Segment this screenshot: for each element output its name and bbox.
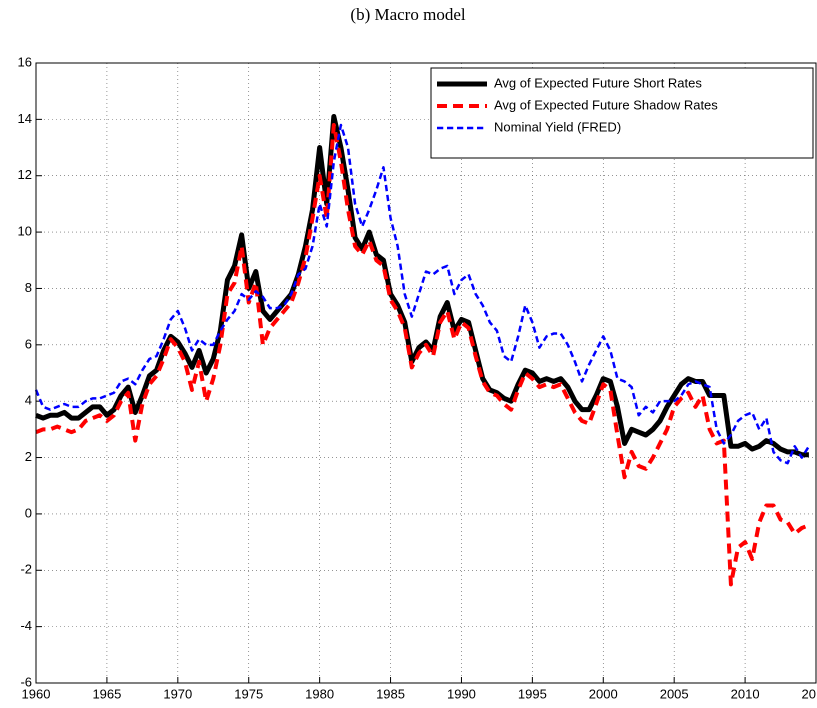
plot-frame [35, 62, 817, 684]
series-line [34, 123, 810, 465]
y-tick-label: -6 [20, 674, 32, 689]
y-tick-label: 14 [18, 111, 32, 126]
y-tick-label: 2 [25, 449, 32, 464]
series-line [35, 123, 810, 587]
legend-box [430, 67, 814, 159]
x-tick-label: 2000 [589, 686, 618, 701]
plot-area [36, 63, 816, 683]
y-tick-label: -4 [20, 618, 32, 633]
legend-label: Avg of Expected Future Shadow Rates [494, 97, 718, 112]
y-tick-label: 0 [25, 505, 32, 520]
x-tick-label: 1990 [447, 686, 476, 701]
legend-label: Nominal Yield (FRED) [494, 119, 621, 134]
y-tick-label: 16 [18, 54, 32, 69]
x-tick-label: 1970 [163, 686, 192, 701]
x-tick-label: 1965 [92, 686, 121, 701]
y-tick-label: -2 [20, 562, 32, 577]
y-tick-label: 6 [25, 336, 32, 351]
x-tick-label: 2010 [731, 686, 760, 701]
y-tick-label: 10 [18, 224, 32, 239]
series-line [35, 114, 809, 458]
chart-title: (b) Macro model [350, 5, 465, 24]
x-tick-label: 1975 [234, 686, 263, 701]
x-tick-label: 1985 [376, 686, 405, 701]
y-tick-label: 12 [18, 167, 32, 182]
x-tick-label: 1980 [305, 686, 334, 701]
y-tick-label: 8 [25, 280, 32, 295]
x-tick-label: 2015 [802, 686, 817, 701]
legend-label: Avg of Expected Future Short Rates [494, 75, 702, 90]
x-tick-label: 1995 [518, 686, 547, 701]
y-tick-label: 4 [25, 393, 32, 408]
x-tick-label: 2005 [660, 686, 689, 701]
x-tick-label: 1960 [22, 686, 51, 701]
